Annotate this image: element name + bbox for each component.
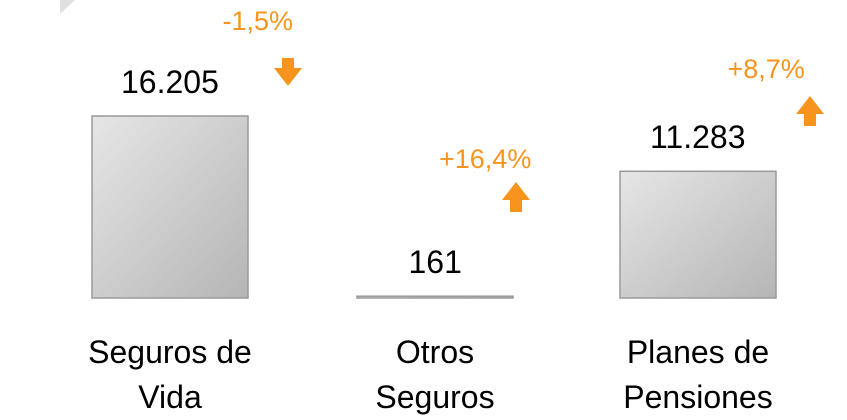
value-label: 161: [408, 244, 462, 281]
arrow-up: [502, 182, 530, 212]
category-label: Planes de Pensiones: [623, 334, 773, 415]
arrow-down: [274, 58, 302, 86]
category-label: Otros Seguros: [375, 334, 495, 415]
change-label: +8,7%: [727, 54, 805, 84]
category-label: Seguros de Vida: [88, 334, 252, 415]
bar: [91, 115, 249, 299]
change-label: -1,5%: [222, 6, 294, 36]
corner-decoration: [60, 0, 75, 14]
value-label: 11.283: [650, 119, 746, 156]
value-label: 16.205: [121, 64, 219, 100]
bar: [619, 170, 777, 299]
change-label: +16,4%: [439, 144, 532, 174]
arrow-up: [796, 96, 824, 126]
bar: [356, 295, 514, 299]
